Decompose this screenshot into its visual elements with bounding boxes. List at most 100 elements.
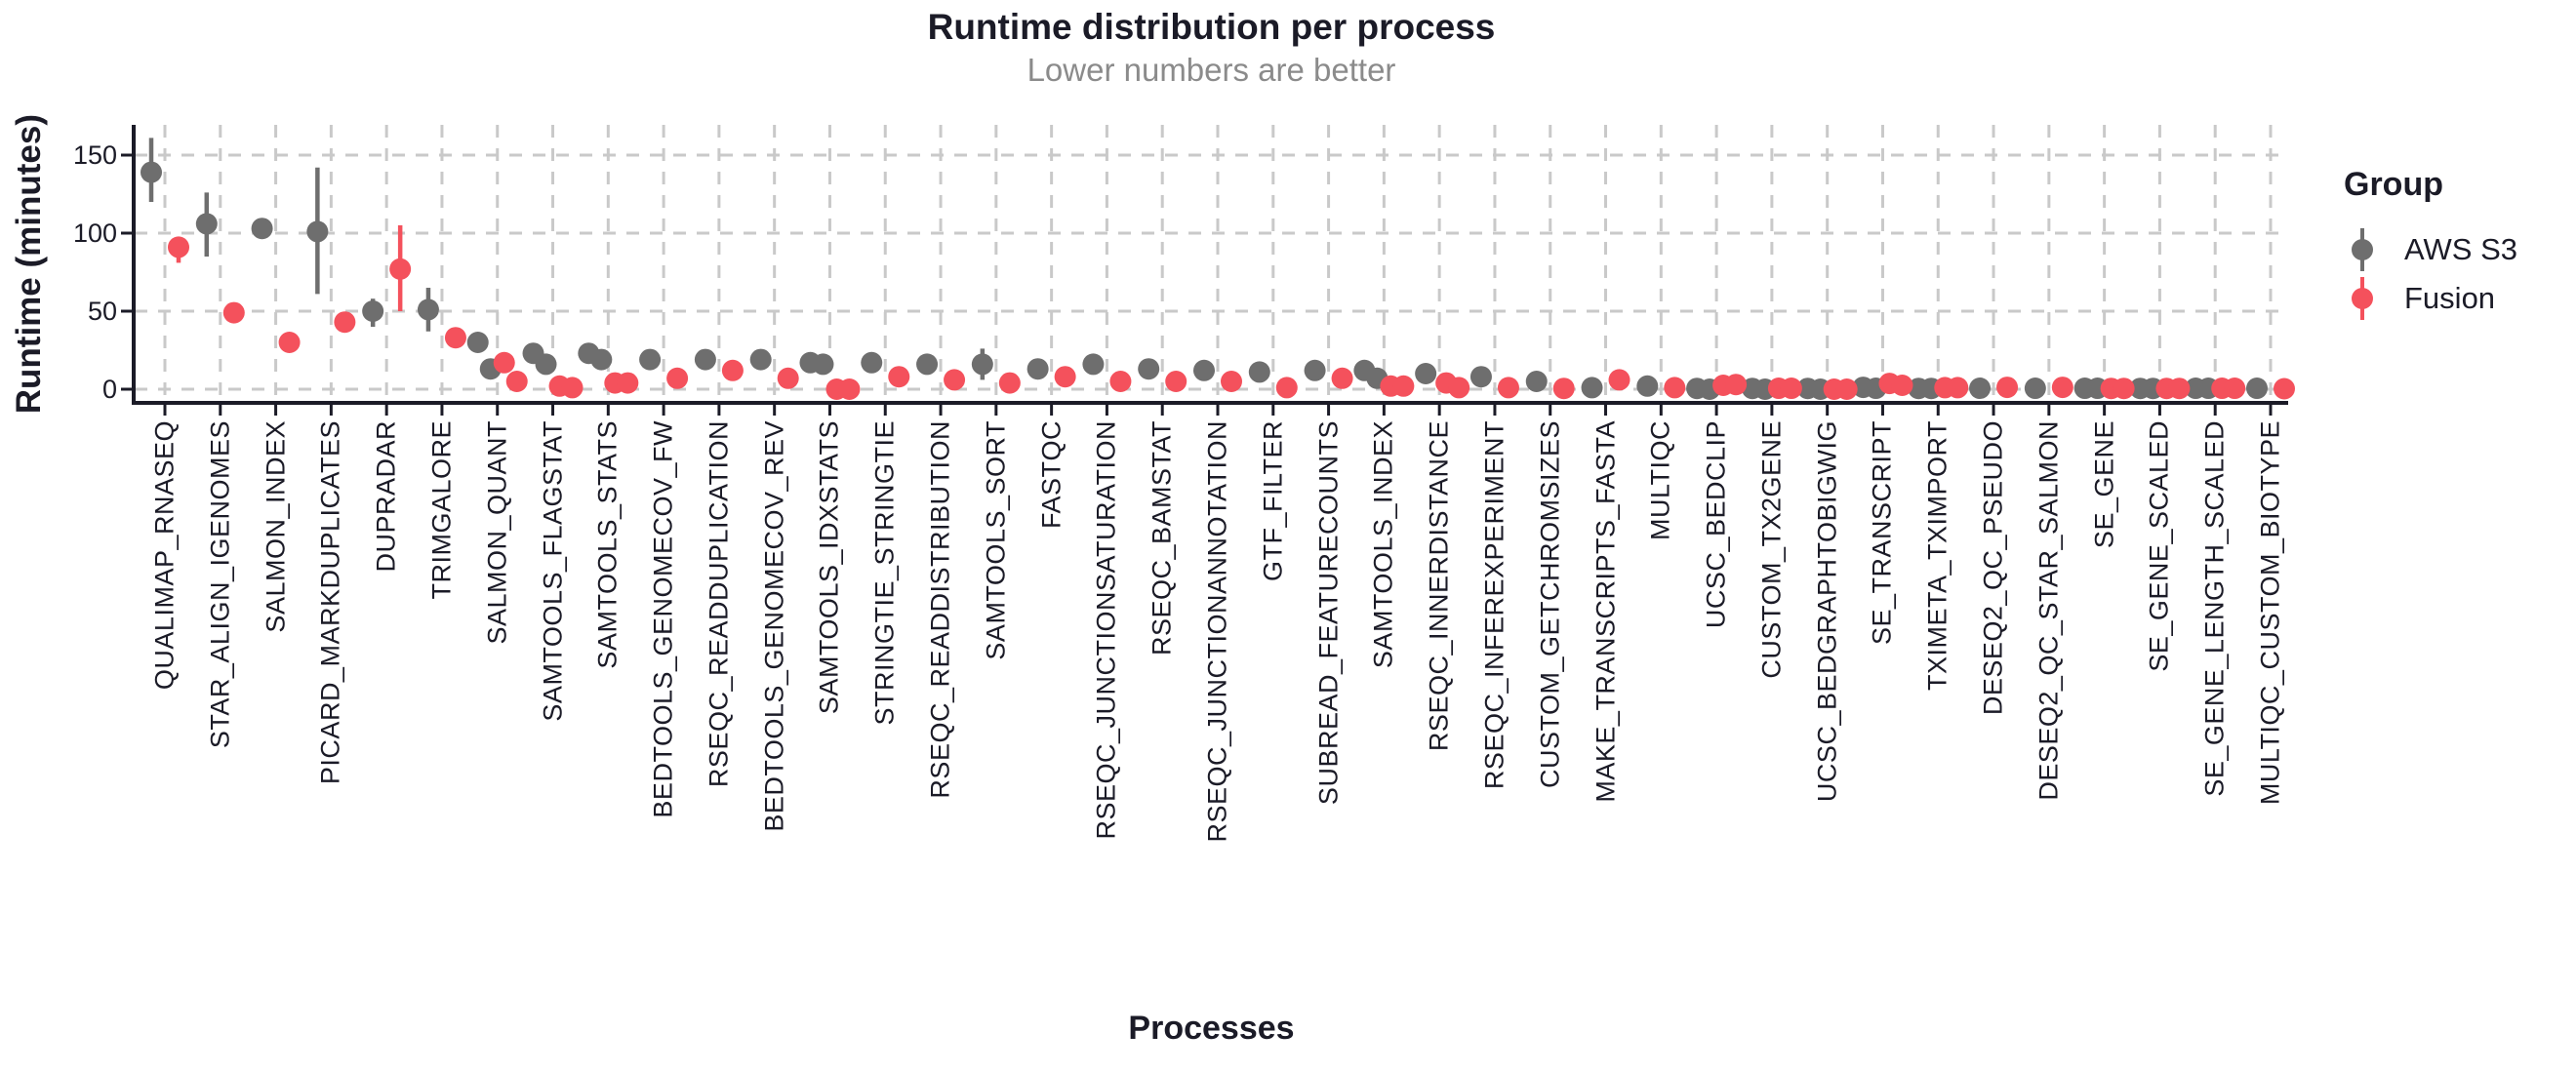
- data-point: [306, 220, 329, 243]
- x-axis-title: Processes: [1128, 1010, 1295, 1047]
- data-point: [417, 298, 439, 321]
- x-tick-label: SALMON_QUANT: [482, 420, 512, 650]
- x-tick-label-text: SE_GENE_LENGTH_SCALED: [2199, 420, 2230, 797]
- x-tick-label: DESEQ2_QC_STAR_SALMON: [2033, 420, 2064, 806]
- x-tick-label: QUALIMAP_RNASEQ: [150, 420, 181, 695]
- x-tick-label: SAMTOOLS_INDEX: [1369, 420, 1399, 673]
- x-tick-label: SALMON_INDEX: [261, 420, 291, 638]
- pointrange-glyph-icon: [2346, 225, 2379, 274]
- data-point: [2051, 377, 2073, 399]
- title-block: Runtime distribution per process Lower n…: [135, 6, 2288, 93]
- data-point: [2224, 378, 2246, 400]
- data-point: [1054, 366, 1076, 388]
- data-point: [2274, 378, 2295, 400]
- x-tick-label: SE_GENE_LENGTH_SCALED: [2200, 420, 2231, 802]
- data-point: [334, 311, 356, 334]
- x-tick-label-text: RSEQC_INNERDISTANCE: [1424, 420, 1454, 752]
- data-point: [2113, 378, 2135, 400]
- legend-label-aws-s3: AWS S3: [2404, 232, 2517, 266]
- data-point: [838, 378, 861, 400]
- data-point: [444, 327, 466, 349]
- legend-item-aws-s3: AWS S3: [2344, 225, 2574, 274]
- data-point: [561, 377, 584, 399]
- x-tick-label: GTF_FILTER: [1258, 420, 1288, 586]
- data-point: [1165, 371, 1187, 392]
- data-point: [1497, 377, 1519, 399]
- legend-label-fusion: Fusion: [2404, 281, 2496, 315]
- x-tick-label: BEDTOOLS_GENOMECOV_FW: [649, 420, 679, 823]
- data-point: [888, 366, 910, 388]
- data-point: [1193, 359, 1215, 381]
- x-tick-label: UCSC_BEDGRAPHTOBIGWIG: [1812, 420, 1842, 807]
- y-tick-label: 100: [72, 219, 117, 248]
- data-point: [971, 353, 993, 376]
- x-tick-label-text: STRINGTIE_STRINGTIE: [869, 420, 900, 726]
- data-point: [362, 300, 384, 322]
- x-tick-label-text: RSEQC_JUNCTIONSATURATION: [1091, 420, 1121, 840]
- chart-subtitle: Lower numbers are better: [1026, 52, 1396, 89]
- x-tick-label: SAMTOOLS_IDXSTATS: [815, 420, 845, 719]
- data-point: [1636, 375, 1659, 397]
- legend: Group AWS S3 Fusion: [2344, 166, 2574, 323]
- x-tick-label: SAMTOOLS_STATS: [593, 420, 624, 674]
- x-tick-label-text: RSEQC_JUNCTIONANNOTATION: [1202, 420, 1232, 843]
- x-tick-label-text: PICARD_MARKDUPLICATES: [315, 420, 345, 785]
- x-tick-label: RSEQC_JUNCTIONSATURATION: [1092, 420, 1122, 845]
- data-point: [639, 348, 662, 371]
- data-point: [1275, 377, 1298, 399]
- data-point: [1138, 358, 1160, 380]
- plot-canvas: [121, 125, 2295, 416]
- x-tick-label: DESEQ2_QC_PSEUDO: [1979, 420, 2009, 720]
- data-point: [1392, 375, 1415, 397]
- data-point: [195, 213, 218, 235]
- x-tick-label-text: DESEQ2_QC_PSEUDO: [1978, 420, 2008, 716]
- data-point: [666, 367, 689, 389]
- x-tick-label-text: FASTQC: [1036, 420, 1067, 530]
- x-tick-label-text: CUSTOM_TX2GENE: [1756, 420, 1787, 679]
- x-tick-label: SE_GENE_SCALED: [2145, 420, 2175, 677]
- x-tick-label-text: SE_GENE: [2089, 420, 2119, 549]
- x-tick-label-text: SAMTOOLS_FLAGSTAT: [538, 420, 568, 722]
- legend-dot: [2352, 239, 2373, 260]
- x-tick-label-text: DESEQ2_QC_STAR_SALMON: [2033, 420, 2064, 801]
- data-point: [1525, 371, 1548, 392]
- x-tick-label-text: DUPRADAR: [371, 420, 401, 573]
- data-point: [1552, 378, 1575, 400]
- data-point: [861, 351, 883, 374]
- data-point: [535, 353, 557, 376]
- x-tick-label-text: UCSC_BEDCLIP: [1701, 420, 1731, 629]
- x-tick-label: TXIMETA_TXIMPORT: [1923, 420, 1953, 695]
- x-tick-label-text: RSEQC_INFEREXPERIMENT: [1479, 420, 1509, 790]
- y-tick-label: 0: [101, 375, 117, 404]
- x-tick-label: PICARD_MARKDUPLICATES: [316, 420, 346, 789]
- x-tick-label: RSEQC_INNERDISTANCE: [1425, 420, 1455, 756]
- x-tick-label: DUPRADAR: [372, 420, 402, 577]
- data-point: [1469, 366, 1492, 388]
- x-tick-label-text: RSEQC_READDUPLICATION: [704, 420, 734, 788]
- x-tick-label: SE_GENE: [2089, 420, 2119, 553]
- x-tick-label: RSEQC_BAMSTAT: [1147, 420, 1178, 660]
- data-point: [1969, 378, 1992, 400]
- data-point: [777, 367, 799, 389]
- x-tick-label-text: TRIMGALORE: [426, 420, 457, 600]
- x-tick-label: STAR_ALIGN_IGENOMES: [205, 420, 235, 753]
- x-tick-label-text: MULTIQC_CUSTOM_BIOTYPE: [2255, 420, 2285, 806]
- x-tick-label: STRINGTIE_STRINGTIE: [870, 420, 901, 731]
- data-point: [749, 348, 772, 371]
- data-point: [1331, 367, 1353, 389]
- data-point: [1996, 377, 2019, 399]
- data-point: [812, 353, 834, 376]
- x-tick-label: CUSTOM_GETCHROMSIZES: [1535, 420, 1565, 793]
- data-point: [1304, 359, 1326, 381]
- x-tick-label: SAMTOOLS_SORT: [981, 420, 1011, 665]
- x-tick-label-text: MULTIQC: [1645, 420, 1675, 540]
- x-tick-label: CUSTOM_TX2GENE: [1756, 420, 1787, 684]
- data-point: [2168, 378, 2191, 400]
- chart-title: Runtime distribution per process: [927, 7, 1496, 47]
- x-tick-label: MULTIQC: [1646, 420, 1676, 545]
- x-tick-label: SUBREAD_FEATURECOUNTS: [1313, 420, 1344, 810]
- x-tick-label: RSEQC_INFEREXPERIMENT: [1479, 420, 1509, 794]
- data-point: [168, 236, 189, 258]
- y-tick-label: 50: [87, 297, 117, 326]
